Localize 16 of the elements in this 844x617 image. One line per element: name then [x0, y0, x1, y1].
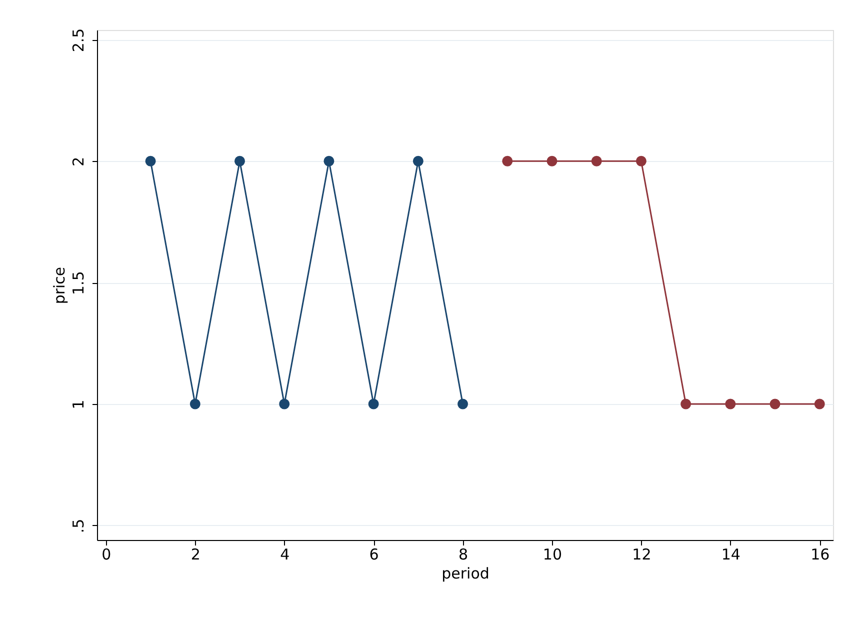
x-tick-label: 12 — [632, 546, 652, 564]
y-tick-label: 2 — [70, 156, 88, 166]
x-tick-label: 10 — [542, 546, 562, 564]
y-tick-label: 1.5 — [70, 271, 88, 295]
x-axis-title: period — [442, 564, 490, 582]
x-tick-label: 16 — [810, 546, 830, 564]
x-tick-label: 14 — [721, 546, 740, 564]
x-tick-label: 8 — [458, 546, 468, 564]
x-tick-label: 0 — [102, 546, 112, 564]
y-axis-title: price — [50, 266, 68, 304]
x-tick-label: 6 — [369, 546, 379, 564]
y-tick-label: 2.5 — [70, 28, 88, 52]
x-tick-label: 2 — [190, 546, 200, 564]
x-tick-label: 4 — [280, 546, 290, 564]
y-tick-label: 1 — [70, 400, 88, 410]
y-tick-label: .5 — [70, 518, 88, 534]
